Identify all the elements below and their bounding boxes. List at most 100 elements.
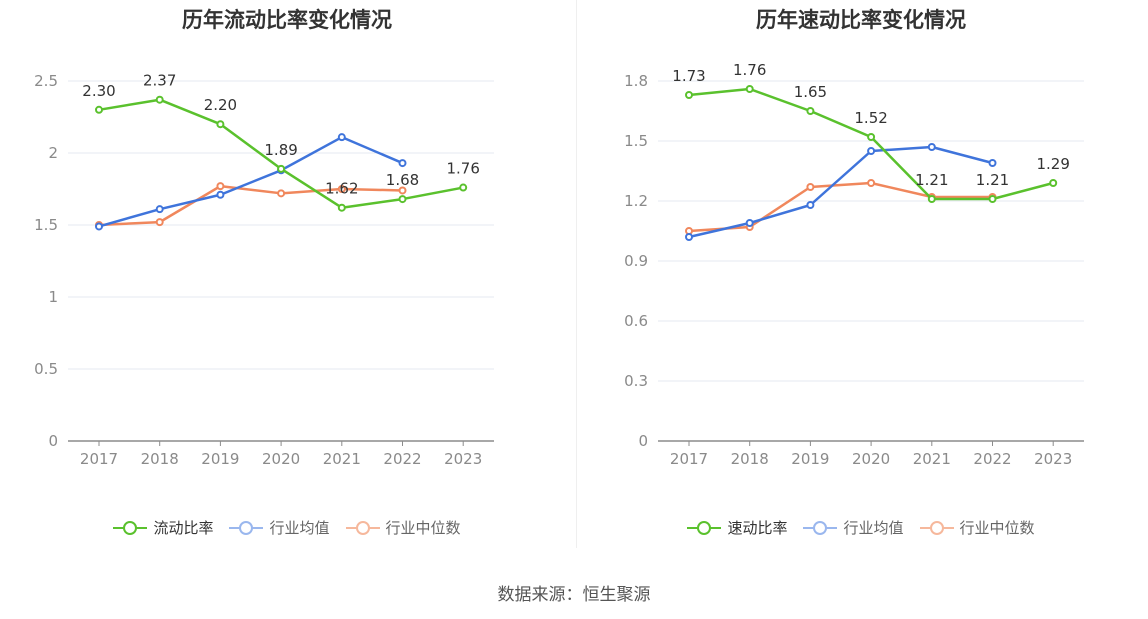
y-tick-label: 0.3 — [624, 372, 648, 390]
y-tick-label: 0.5 — [34, 360, 58, 378]
data-label: 2.30 — [82, 82, 115, 100]
x-tick-label: 2019 — [791, 450, 829, 468]
x-tick-label: 2018 — [141, 450, 179, 468]
x-tick-label: 2021 — [913, 450, 951, 468]
data-point — [806, 201, 815, 209]
data-point — [216, 190, 225, 199]
legend-item-industry-mean[interactable]: 行业均值 — [229, 517, 330, 538]
panel-divider — [576, 0, 577, 548]
x-tick-label: 2021 — [323, 450, 361, 468]
data-point — [216, 120, 225, 129]
data-point — [745, 219, 754, 227]
y-tick-label: 0 — [638, 432, 648, 450]
data-label: 2.37 — [143, 72, 176, 90]
series-line — [98, 184, 403, 227]
data-source-note: 数据来源：恒生聚源 — [497, 585, 651, 605]
legend-label: 流动比率 — [153, 519, 214, 537]
data-point — [95, 105, 103, 114]
legend-item-industry-mean[interactable]: 行业均值 — [803, 517, 904, 538]
data-label: 1.52 — [854, 109, 887, 127]
data-point — [398, 159, 407, 168]
data-point — [459, 183, 468, 192]
data-point — [337, 133, 346, 142]
data-label: 1.29 — [1036, 155, 1069, 173]
data-point — [867, 133, 876, 141]
y-tick-label: 2.5 — [34, 72, 58, 90]
legend-label: 行业中位数 — [385, 519, 461, 537]
x-tick-label: 2020 — [262, 450, 300, 468]
y-tick-label: 1.8 — [624, 72, 648, 90]
y-tick-label: 0.6 — [624, 312, 648, 330]
y-tick-label: 1.2 — [624, 192, 648, 210]
data-point — [277, 189, 286, 198]
data-label: 1.62 — [325, 180, 358, 198]
data-label: 1.73 — [672, 67, 705, 85]
data-label: 1.89 — [264, 141, 297, 159]
x-tick-label: 2022 — [383, 450, 421, 468]
data-point — [337, 203, 346, 212]
legend-swatch-icon — [687, 520, 722, 535]
x-tick-label: 2017 — [670, 450, 708, 468]
data-point — [927, 195, 936, 203]
data-point — [988, 195, 997, 203]
data-label: 1.21 — [976, 171, 1009, 189]
data-point — [155, 205, 164, 214]
data-label: 1.76 — [733, 61, 766, 79]
data-point — [806, 107, 815, 115]
x-tick-label: 2022 — [973, 450, 1011, 468]
data-point — [216, 182, 225, 191]
data-point — [277, 164, 286, 173]
legend-label: 行业均值 — [269, 519, 330, 537]
legend-item-quick-ratio[interactable]: 速动比率 — [687, 517, 787, 538]
series-line — [98, 135, 403, 228]
data-point — [867, 179, 876, 187]
chart-panel-current-ratio: 历年流动比率变化情况 0 0.5 1 1.5 2 2.5 2017 2018 2019 2020 2… — [0, 0, 574, 560]
x-tick-label: 2018 — [731, 450, 769, 468]
y-tick-label: 1 — [48, 288, 58, 306]
data-point — [398, 186, 407, 195]
data-label: 1.65 — [794, 83, 827, 101]
x-tick-label: 2023 — [444, 450, 482, 468]
data-point — [337, 185, 346, 193]
data-point — [155, 218, 164, 227]
chart-title: 历年流动比率变化情况 — [182, 8, 392, 32]
y-tick-label: 0.9 — [624, 252, 648, 270]
chart-panel-quick-ratio: 历年速动比率变化情况 0 0.3 0.6 0.9 1.2 1.5 1.8 2017 2018 20… — [574, 0, 1148, 560]
legend: 流动比率 行业均值 行业中位数 — [0, 517, 574, 538]
x-tick-label: 2019 — [201, 450, 239, 468]
legend-label: 行业中位数 — [959, 519, 1035, 537]
legend-swatch-icon — [345, 520, 380, 535]
legend-item-industry-median[interactable]: 行业中位数 — [919, 517, 1035, 538]
x-tick-label: 2023 — [1034, 450, 1072, 468]
x-tick-label: 2017 — [80, 450, 118, 468]
chart-title: 历年速动比率变化情况 — [756, 8, 966, 32]
data-point — [1049, 179, 1058, 187]
data-point — [988, 159, 997, 167]
quick-ratio-chart-svg: 0 0.3 0.6 0.9 1.2 1.5 1.8 2017 2018 2019 2020 2021 2… — [624, 61, 1084, 468]
legend-item-current-ratio[interactable]: 流动比率 — [113, 517, 213, 538]
legend-item-industry-median[interactable]: 行业中位数 — [345, 517, 461, 538]
data-point — [745, 85, 754, 93]
data-point — [806, 183, 815, 191]
legend-label: 速动比率 — [727, 519, 788, 537]
series-line — [688, 145, 993, 239]
legend: 速动比率 行业均值 行业中位数 — [574, 517, 1148, 538]
data-point — [867, 147, 876, 155]
series-line — [688, 181, 993, 233]
y-tick-label: 0 — [48, 432, 58, 450]
x-tick-label: 2020 — [852, 450, 890, 468]
data-point — [927, 143, 936, 151]
y-tick-label: 1.5 — [34, 216, 58, 234]
legend-label: 行业均值 — [843, 519, 904, 537]
data-point — [155, 95, 164, 104]
data-point — [95, 222, 103, 231]
current-ratio-chart-svg: 0 0.5 1 1.5 2 2.5 2017 2018 2019 2020 2021 2022 2023… — [34, 72, 494, 468]
data-point — [685, 233, 693, 241]
legend-swatch-icon — [919, 520, 954, 535]
data-label: 1.21 — [915, 171, 948, 189]
data-label: 2.20 — [204, 96, 237, 114]
data-label: 1.68 — [386, 171, 419, 189]
legend-swatch-icon — [803, 520, 838, 535]
legend-swatch-icon — [113, 520, 148, 535]
data-label: 1.76 — [446, 160, 479, 178]
